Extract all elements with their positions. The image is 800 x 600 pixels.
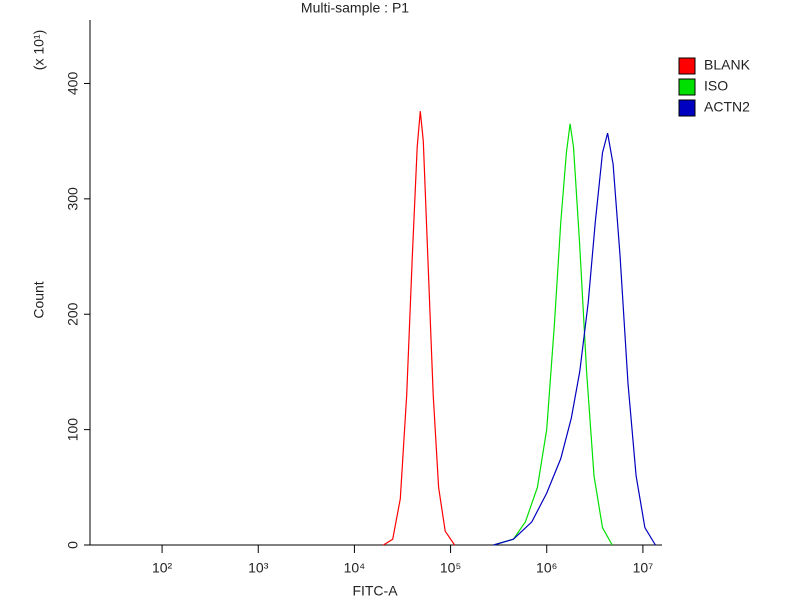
- series-line: [493, 132, 656, 546]
- legend-label: ACTN2: [704, 99, 750, 115]
- legend-label: BLANK: [704, 57, 751, 73]
- x-tick-label: 10²: [152, 560, 173, 576]
- x-axis-label: FITC-A: [352, 583, 398, 599]
- x-tick-label: 10³: [248, 560, 269, 576]
- y-multiplier: (x 10¹): [31, 30, 47, 70]
- x-tick-label: 10⁷: [633, 560, 654, 576]
- y-tick-label: 100: [65, 418, 81, 442]
- series-line: [383, 111, 456, 546]
- legend-label: ISO: [704, 78, 728, 94]
- series-line: [493, 123, 613, 546]
- x-tick-label: 10⁴: [344, 560, 366, 576]
- x-tick-label: 10⁵: [440, 560, 461, 576]
- y-axis-label: Count: [31, 281, 47, 318]
- y-tick-label: 200: [65, 302, 81, 326]
- y-tick-label: 0: [65, 541, 81, 549]
- legend-swatch: [678, 57, 696, 75]
- legend-swatch: [678, 78, 696, 96]
- chart-title: Multi-sample : P1: [301, 0, 409, 16]
- y-tick-label: 300: [65, 187, 81, 211]
- y-tick-label: 400: [65, 72, 81, 96]
- x-tick-label: 10⁶: [536, 560, 557, 576]
- legend-swatch: [678, 99, 696, 117]
